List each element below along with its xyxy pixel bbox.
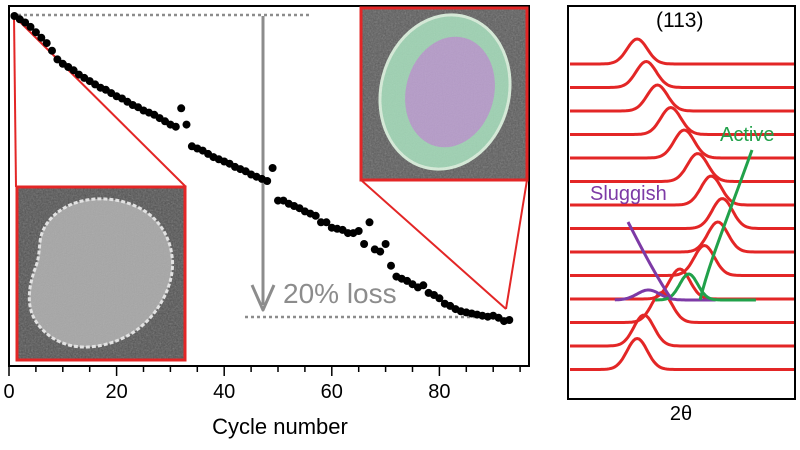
data-point [182,120,191,129]
xrd-trace [570,197,794,230]
scatter-series [10,12,514,326]
xrd-traces [570,37,794,371]
xrd-trace [570,220,794,254]
data-point [69,66,78,75]
data-point [21,18,30,27]
xrd-trace [570,37,794,66]
xrd-trace [570,83,794,113]
right-plot-frame [567,5,796,400]
sluggish-trace [614,288,716,302]
xrd-trace [570,105,794,136]
data-point [354,227,363,235]
inset-connectors [13,15,528,310]
x-axis-label: Cycle number [212,414,348,439]
left-panel: 20% loss 0 20 40 60 80 Cycle number [3,5,530,439]
xrd-trace [570,59,794,89]
data-point [387,261,395,270]
data-point [360,240,369,248]
xrd-trace [570,290,794,324]
xrd-trace [570,336,794,371]
right-panel: (113) Active Sluggish 2θ [567,5,796,425]
loss-annotation: 20% loss [283,278,397,309]
data-point [268,164,277,172]
x-tick-label: 40 [213,381,235,403]
data-point [37,33,46,42]
xrd-trace [570,174,794,207]
data-point [42,39,51,48]
x-tick-label: 80 [428,381,450,403]
x-tick-label: 0 [3,381,14,403]
sluggish-label: Sluggish [590,183,667,205]
right-x-axis-label: 2θ [670,403,692,425]
data-point [177,104,186,113]
data-point [505,316,514,324]
loss-arrow [250,16,276,312]
data-point [376,247,385,256]
x-axis: 0 20 40 60 80 [3,366,521,403]
inset-sem-pristine [15,185,187,362]
data-point [31,28,40,37]
data-point [263,177,272,185]
xrd-phase-traces [614,272,756,302]
data-point [435,294,444,303]
x-tick-label: 20 [105,381,127,403]
xrd-trace [570,152,794,183]
data-point [48,46,56,55]
inset-sem-cycled [359,6,529,182]
active-label: Active [720,124,774,146]
active-trace [655,272,756,302]
data-point [419,281,428,290]
peak-label: (113) [656,9,703,32]
xrd-trace [570,243,794,277]
sluggish-trend-line [626,221,674,301]
active-trend-line [698,149,754,301]
xrd-trace [570,128,794,160]
xrd-trace [570,313,794,348]
data-point [322,218,331,227]
left-plot-frame [8,5,530,367]
data-point [26,22,35,31]
x-tick-label: 60 [321,381,343,403]
data-point [365,218,374,227]
data-point [311,211,320,220]
data-point [171,122,180,131]
data-point [381,240,390,248]
data-point [53,55,62,64]
xrd-trace [570,267,794,301]
